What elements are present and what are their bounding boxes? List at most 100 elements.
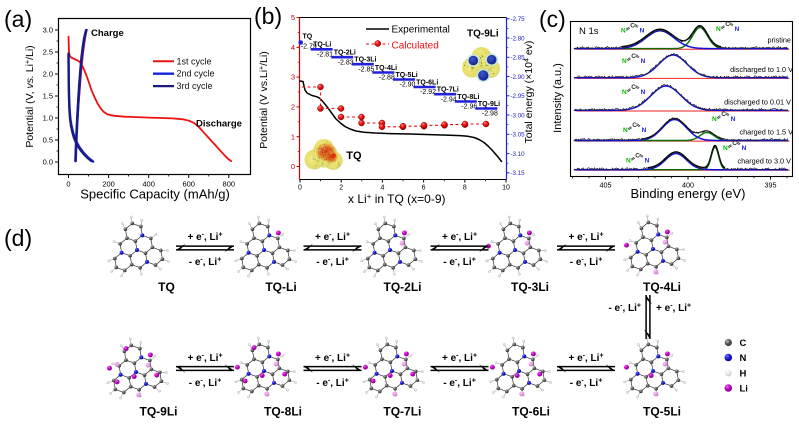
svg-text:TQ-8Li: TQ-8Li bbox=[264, 405, 302, 419]
svg-text:TQ-8Li: TQ-8Li bbox=[457, 94, 479, 101]
svg-text:- e-, Li+: - e-, Li+ bbox=[570, 378, 603, 390]
svg-text:4: 4 bbox=[380, 185, 384, 192]
svg-text:+ e-, Li+: + e-, Li+ bbox=[568, 353, 603, 365]
svg-text:400: 400 bbox=[682, 181, 694, 190]
svg-text:C: C bbox=[632, 122, 637, 129]
svg-text:N: N bbox=[735, 26, 740, 33]
svg-text:8: 8 bbox=[463, 185, 467, 192]
svg-text:+ e-, Li+: + e-, Li+ bbox=[315, 232, 350, 244]
svg-text:-2.88: -2.88 bbox=[379, 75, 395, 82]
svg-text:2: 2 bbox=[339, 185, 343, 192]
svg-text:C: C bbox=[630, 23, 635, 30]
svg-text:+ e-, Li+: + e-, Li+ bbox=[656, 303, 691, 315]
svg-text:Calculated: Calculated bbox=[392, 41, 439, 52]
svg-text:- e-, Li+: - e-, Li+ bbox=[443, 378, 476, 390]
svg-text:1st cycle: 1st cycle bbox=[177, 56, 212, 66]
svg-text:1: 1 bbox=[291, 132, 295, 141]
svg-text:TQ-9Li: TQ-9Li bbox=[478, 101, 500, 108]
svg-text:-2.92: -2.92 bbox=[420, 89, 436, 96]
svg-text:Charge: Charge bbox=[91, 28, 124, 39]
svg-text:TQ: TQ bbox=[158, 280, 175, 294]
svg-text:0: 0 bbox=[298, 185, 302, 192]
svg-text:2.5: 2.5 bbox=[43, 48, 53, 57]
svg-text:400: 400 bbox=[142, 180, 155, 189]
svg-text:pristine: pristine bbox=[767, 36, 791, 45]
svg-text:+ e-, Li+: + e-, Li+ bbox=[442, 353, 477, 365]
svg-text:TQ-Li: TQ-Li bbox=[265, 280, 296, 294]
svg-text:- e-, Li+: - e-, Li+ bbox=[570, 257, 603, 269]
svg-text:-2.95: -2.95 bbox=[511, 93, 526, 100]
svg-text:6: 6 bbox=[422, 185, 426, 192]
svg-text:C: C bbox=[631, 84, 636, 91]
svg-text:3: 3 bbox=[291, 73, 295, 82]
svg-text:C: C bbox=[725, 21, 730, 28]
svg-text:TQ-3Li: TQ-3Li bbox=[354, 57, 376, 64]
svg-text:(c): (c) bbox=[539, 6, 566, 32]
svg-text:-2.94: -2.94 bbox=[441, 96, 457, 103]
svg-text:- e-, Li+: - e-, Li+ bbox=[443, 257, 476, 269]
svg-text:2.0: 2.0 bbox=[43, 70, 53, 79]
svg-text:N: N bbox=[731, 116, 736, 123]
svg-text:C: C bbox=[635, 153, 640, 160]
svg-text:- e-, Li+: - e-, Li+ bbox=[316, 257, 349, 269]
svg-text:1.0: 1.0 bbox=[43, 114, 53, 123]
svg-text:TQ-9Li: TQ-9Li bbox=[467, 28, 499, 39]
svg-text:N: N bbox=[641, 89, 646, 96]
svg-text:TQ-2Li: TQ-2Li bbox=[334, 50, 356, 57]
svg-text:Binding energy (eV): Binding energy (eV) bbox=[631, 186, 746, 201]
svg-text:TQ-2Li: TQ-2Li bbox=[384, 280, 422, 294]
svg-text:-2.90: -2.90 bbox=[511, 74, 526, 81]
svg-text:- e-, Li+: - e-, Li+ bbox=[189, 257, 222, 269]
svg-text:-2.90: -2.90 bbox=[400, 82, 416, 89]
svg-text:- e-, Li+: - e-, Li+ bbox=[189, 378, 222, 390]
svg-text:0: 0 bbox=[291, 162, 295, 171]
svg-text:N 1s: N 1s bbox=[579, 26, 599, 37]
svg-text:C: C bbox=[732, 140, 737, 147]
svg-text:800: 800 bbox=[223, 180, 236, 189]
svg-text:-3.10: -3.10 bbox=[511, 151, 526, 158]
svg-text:(b): (b) bbox=[254, 3, 282, 29]
svg-text:4: 4 bbox=[291, 43, 295, 52]
svg-text:-3.15: -3.15 bbox=[511, 170, 526, 177]
svg-text:C: C bbox=[740, 338, 747, 349]
svg-text:-2.83: -2.83 bbox=[338, 59, 354, 66]
svg-text:x Li+ in TQ (x=0-9): x Li+ in TQ (x=0-9) bbox=[348, 192, 446, 206]
svg-text:-3.05: -3.05 bbox=[511, 132, 526, 139]
svg-text:N: N bbox=[622, 89, 627, 96]
svg-text:charged to 3.0 V: charged to 3.0 V bbox=[737, 157, 791, 166]
svg-text:2nd cycle: 2nd cycle bbox=[177, 69, 215, 79]
svg-text:C: C bbox=[631, 53, 636, 60]
svg-text:Potential (V vs.Li+/Li): Potential (V vs.Li+/Li) bbox=[258, 51, 270, 148]
svg-text:N: N bbox=[623, 127, 628, 134]
svg-text:H: H bbox=[740, 368, 747, 379]
svg-text:charged to 1.5 V: charged to 1.5 V bbox=[739, 128, 793, 137]
svg-text:-2.75: -2.75 bbox=[511, 16, 526, 23]
svg-text:TQ-6Li: TQ-6Li bbox=[416, 79, 438, 86]
svg-text:-2.79: -2.79 bbox=[301, 44, 317, 51]
svg-text:(a): (a) bbox=[4, 6, 32, 32]
svg-text:N: N bbox=[740, 353, 747, 364]
svg-text:-2.85: -2.85 bbox=[358, 66, 374, 73]
svg-text:405: 405 bbox=[600, 181, 612, 190]
svg-text:Discharge: Discharge bbox=[196, 119, 242, 130]
svg-text:-2.96: -2.96 bbox=[461, 104, 477, 111]
svg-text:- e-, Li+: - e-, Li+ bbox=[316, 378, 349, 390]
svg-text:N: N bbox=[645, 158, 650, 165]
svg-text:TQ-4Li: TQ-4Li bbox=[375, 65, 397, 72]
svg-text:200: 200 bbox=[102, 180, 115, 189]
svg-text:N: N bbox=[716, 26, 721, 33]
svg-text:N: N bbox=[640, 28, 645, 35]
svg-text:N: N bbox=[641, 58, 646, 65]
svg-text:-3.00: -3.00 bbox=[511, 112, 526, 119]
svg-text:+ e-, Li+: + e-, Li+ bbox=[442, 232, 477, 244]
svg-text:-2.81: -2.81 bbox=[317, 52, 333, 59]
svg-text:N: N bbox=[621, 28, 626, 35]
svg-text:0: 0 bbox=[66, 180, 70, 189]
svg-text:+ e-, Li+: + e-, Li+ bbox=[187, 232, 222, 244]
svg-text:395: 395 bbox=[765, 181, 777, 190]
svg-text:N: N bbox=[723, 145, 728, 152]
svg-text:TQ-5Li: TQ-5Li bbox=[396, 72, 418, 79]
svg-text:3.0: 3.0 bbox=[43, 26, 53, 35]
svg-text:Potential (V, vs. Li+/Li): Potential (V, vs. Li+/Li) bbox=[24, 45, 36, 147]
svg-text:Total energy (×104 ev): Total energy (×104 ev) bbox=[523, 41, 535, 144]
